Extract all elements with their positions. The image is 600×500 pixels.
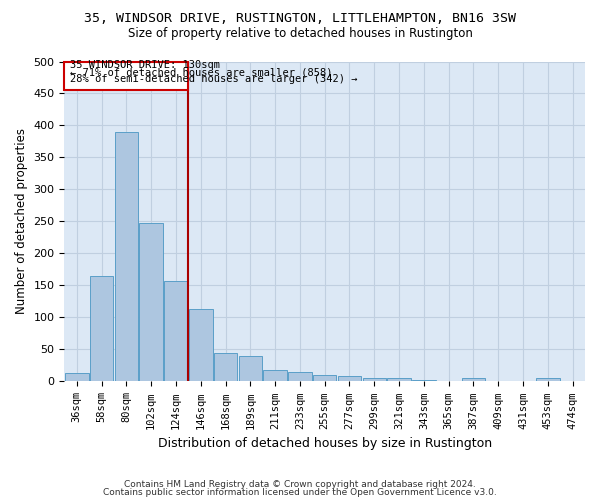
Bar — [313, 375, 337, 382]
Y-axis label: Number of detached properties: Number of detached properties — [15, 128, 28, 314]
Bar — [90, 276, 113, 382]
Text: Contains public sector information licensed under the Open Government Licence v3: Contains public sector information licen… — [103, 488, 497, 497]
Text: Size of property relative to detached houses in Rustington: Size of property relative to detached ho… — [128, 28, 472, 40]
Bar — [164, 281, 188, 382]
Bar — [115, 132, 138, 382]
Bar — [189, 309, 212, 382]
Text: 35 WINDSOR DRIVE: 130sqm: 35 WINDSOR DRIVE: 130sqm — [70, 60, 220, 70]
Bar — [338, 376, 361, 382]
Bar — [536, 378, 560, 382]
Bar — [139, 223, 163, 382]
Bar — [461, 378, 485, 382]
Bar — [263, 370, 287, 382]
Text: Contains HM Land Registry data © Crown copyright and database right 2024.: Contains HM Land Registry data © Crown c… — [124, 480, 476, 489]
Bar — [288, 372, 311, 382]
Bar — [387, 378, 411, 382]
Text: ← 71% of detached houses are smaller (858): ← 71% of detached houses are smaller (85… — [70, 67, 332, 77]
X-axis label: Distribution of detached houses by size in Rustington: Distribution of detached houses by size … — [158, 437, 492, 450]
Text: 35, WINDSOR DRIVE, RUSTINGTON, LITTLEHAMPTON, BN16 3SW: 35, WINDSOR DRIVE, RUSTINGTON, LITTLEHAM… — [84, 12, 516, 26]
Bar — [239, 356, 262, 382]
Bar — [65, 373, 89, 382]
Bar — [412, 380, 436, 382]
Bar — [362, 378, 386, 382]
Bar — [214, 354, 238, 382]
FancyBboxPatch shape — [64, 62, 188, 90]
Text: 28% of semi-detached houses are larger (342) →: 28% of semi-detached houses are larger (… — [70, 74, 357, 84]
